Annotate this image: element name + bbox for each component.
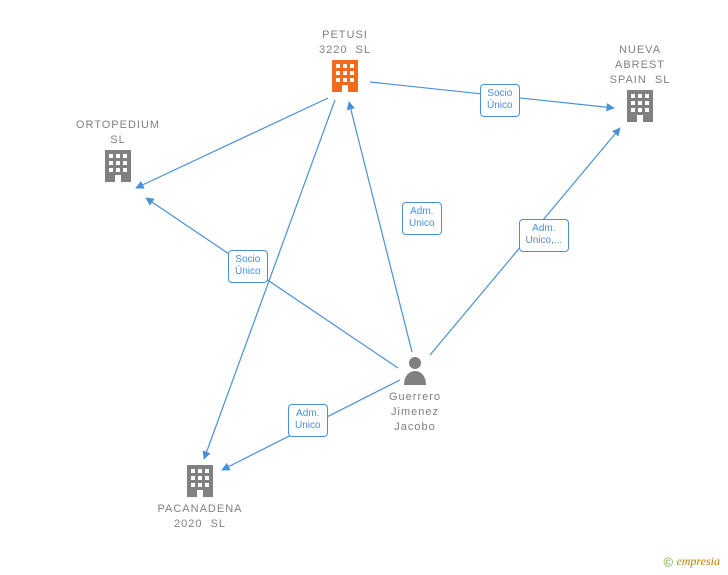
- edge-label-guerrero-nueva: Adm.Unico,...: [519, 219, 570, 252]
- node-label-guerrero: GuerreroJimenezJacobo: [365, 390, 465, 435]
- node-label-ortopedium: ORTOPEDIUMSL: [68, 118, 168, 148]
- node-label-pacanadena: PACANADENA2020 SL: [150, 502, 250, 532]
- edge-label-petusi-nueva: SocioÚnico: [480, 84, 520, 117]
- node-nueva[interactable]: NUEVAABRESTSPAIN SL: [590, 43, 690, 127]
- node-label-nueva: NUEVAABRESTSPAIN SL: [590, 43, 690, 88]
- node-ortopedium[interactable]: ORTOPEDIUMSL: [68, 118, 168, 187]
- building-icon: [185, 463, 215, 502]
- building-icon: [330, 58, 360, 97]
- edge-label-guerrero-petusi: Adm.Unico: [402, 202, 442, 235]
- brand-name: empresia: [676, 554, 720, 568]
- person-icon: [402, 355, 428, 390]
- node-guerrero[interactable]: GuerreroJimenezJacobo: [365, 355, 465, 435]
- building-icon: [103, 148, 133, 187]
- copyright-symbol: ©: [664, 554, 674, 569]
- attribution: © empresia: [664, 554, 721, 569]
- edge-guerrero-ortopedium: [146, 198, 398, 368]
- node-petusi[interactable]: PETUSI3220 SL: [295, 28, 395, 97]
- edge-label-guerrero-pacanadena: Adm.Unico: [288, 404, 328, 437]
- edge-label-petusi-ortopedium: SocioÚnico: [228, 250, 268, 283]
- building-icon: [625, 88, 655, 127]
- node-label-petusi: PETUSI3220 SL: [295, 28, 395, 58]
- node-pacanadena[interactable]: PACANADENA2020 SL: [150, 463, 250, 532]
